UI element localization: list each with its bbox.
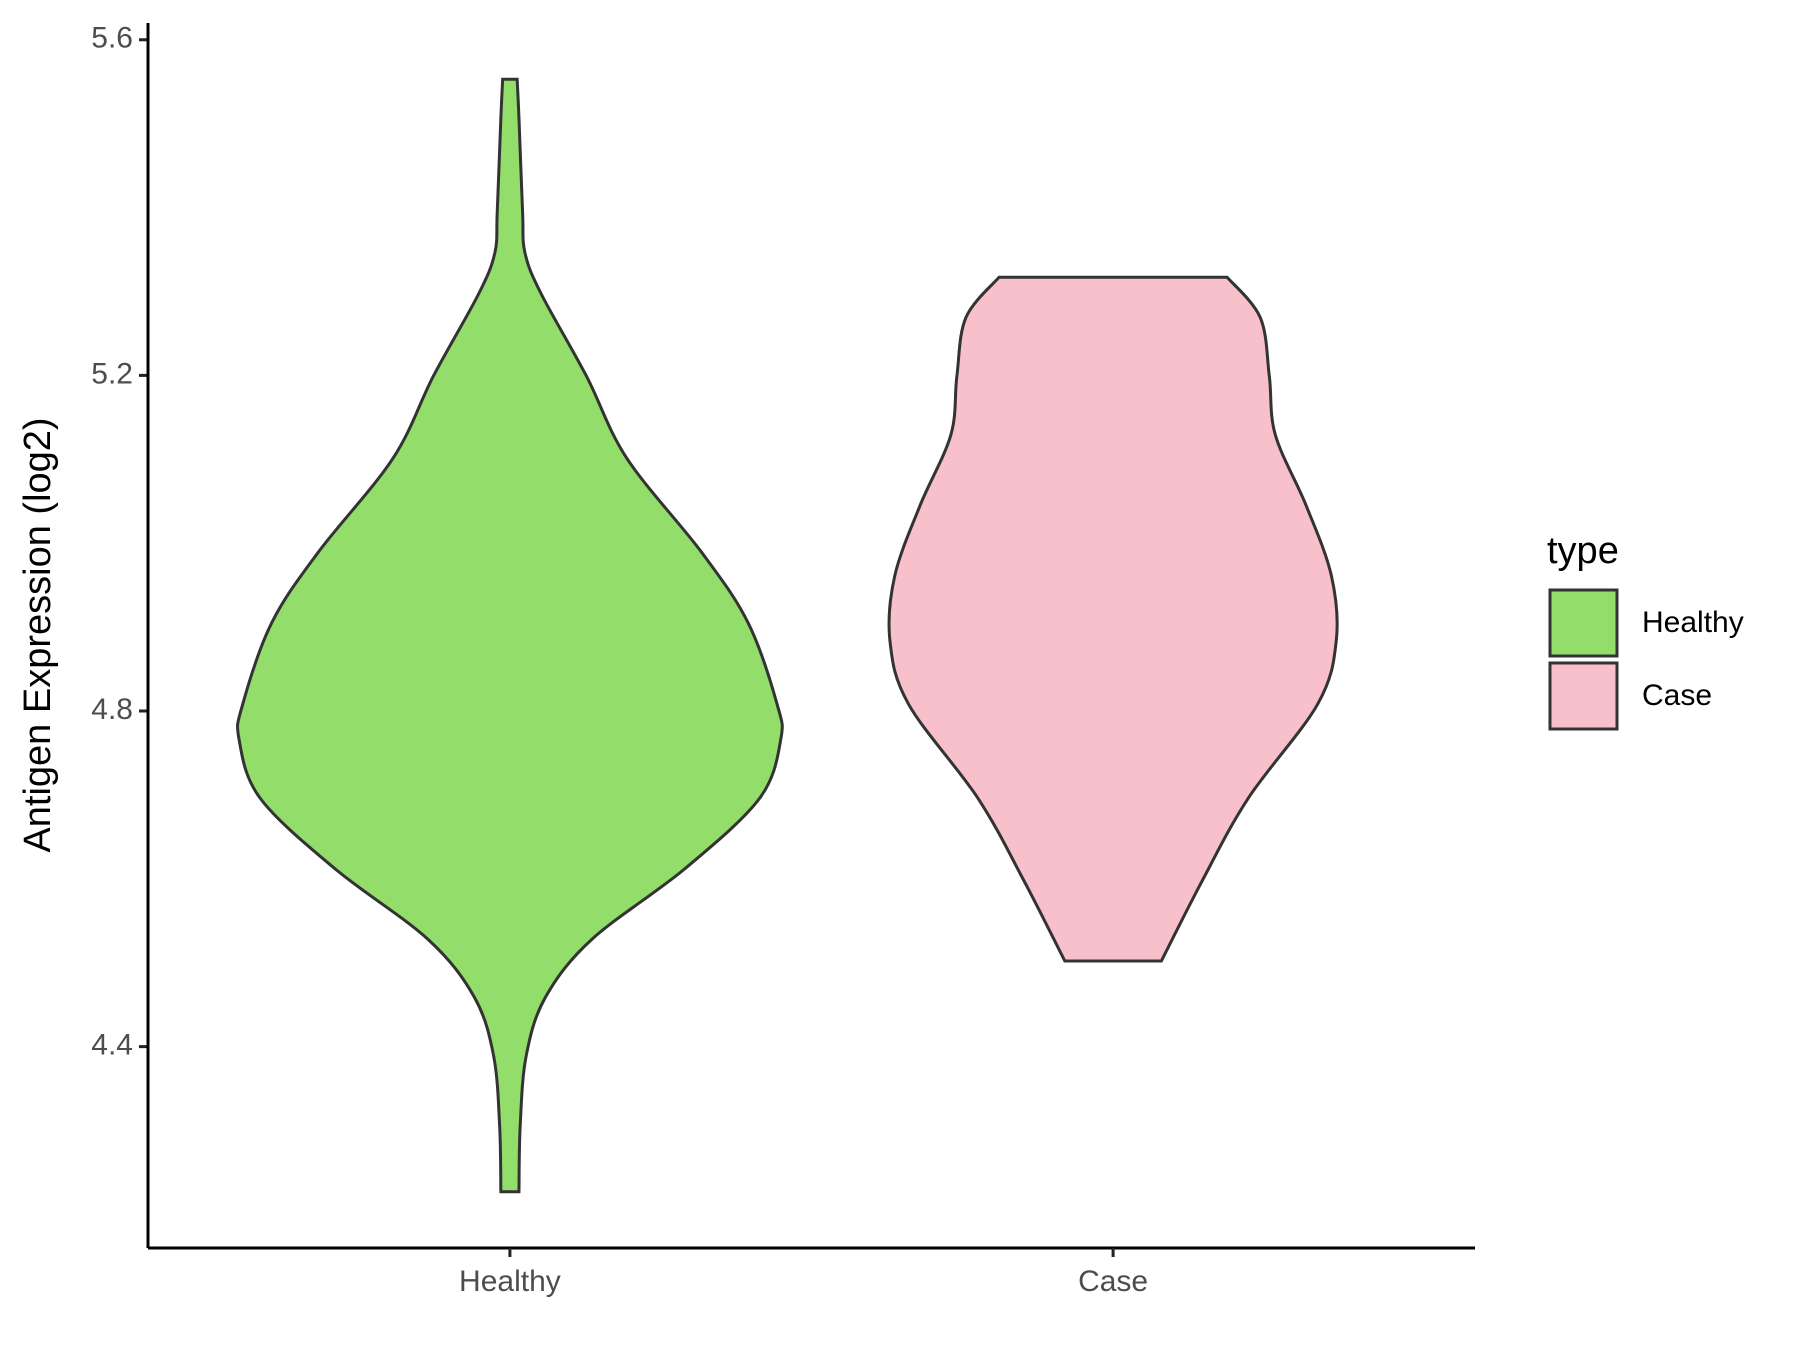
- y-tick-label: 5.2: [91, 357, 133, 390]
- legend-title: type: [1547, 530, 1619, 572]
- y-axis-title: Antigen Expression (log2): [17, 417, 59, 852]
- legend-label: Case: [1642, 679, 1712, 712]
- violin: [236, 77, 784, 1194]
- legend-swatch: [1548, 661, 1619, 731]
- legend-label: Healthy: [1642, 606, 1744, 639]
- x-tick-label: Case: [1078, 1265, 1148, 1298]
- y-tick-label: 4.8: [91, 693, 133, 726]
- x-tick-label: Healthy: [459, 1265, 561, 1298]
- y-tick-label: 4.4: [91, 1029, 133, 1062]
- violin: [887, 275, 1339, 963]
- y-tick-label: 5.6: [91, 22, 133, 55]
- legend-swatch: [1548, 588, 1619, 658]
